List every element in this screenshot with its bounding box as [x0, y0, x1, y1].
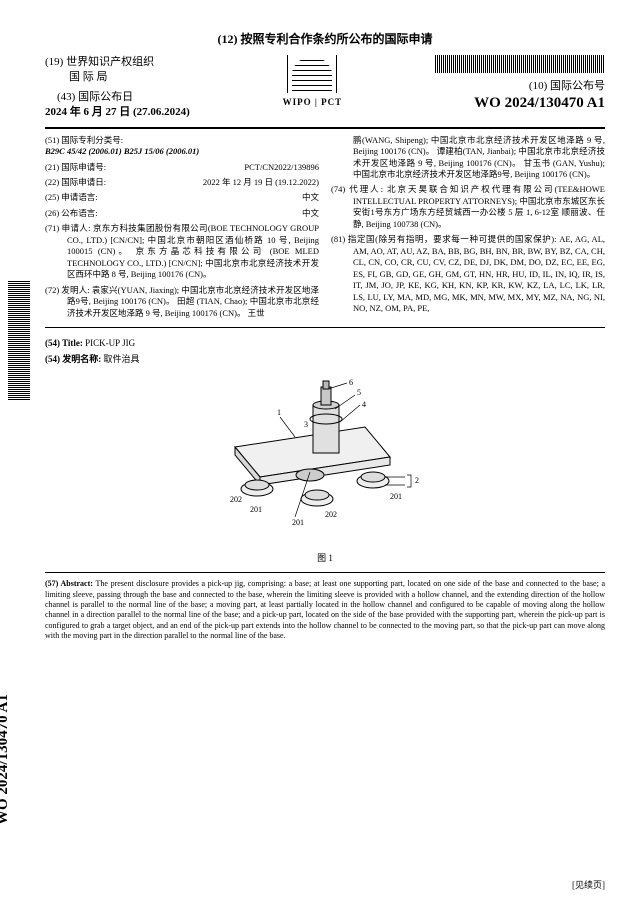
field-21-label: (21) 国际申请号: — [45, 162, 106, 173]
title-en: (54) Title: PICK-UP JIG — [45, 338, 605, 348]
side-publication-number: WO 2024/130470 A1 — [0, 694, 12, 825]
field-51-label: (51) 国际专利分类号: — [45, 135, 123, 145]
figure-caption: 图 1 — [45, 551, 605, 564]
abstract-label: (57) Abstract: — [45, 579, 96, 588]
inventor-continuation: 鹏(WANG, Shipeng); 中国北京市北京经济技术开发区地泽路 9 号,… — [331, 135, 605, 181]
fig-label-5: 5 — [357, 388, 361, 397]
fig-label-1: 1 — [277, 408, 281, 417]
wipo-block: WIPO | PCT — [283, 55, 342, 107]
field-71: (71) 申请人: 京东方科技集团股份有限公司(BOE TECHNOLOGY G… — [45, 223, 319, 280]
wipo-text: WIPO | PCT — [283, 97, 342, 107]
fig-label-202a: 202 — [230, 495, 242, 504]
fig-label-201a: 201 — [250, 505, 262, 514]
org-line1: (19) 世界知识产权组织 — [45, 55, 190, 70]
abstract-text: The present disclosure provides a pick-u… — [45, 579, 605, 640]
title-cn-label: (54) 发明名称: — [45, 354, 104, 364]
barcode-top — [435, 55, 605, 73]
pub-date-label: (43) 国际公布日 — [45, 90, 190, 105]
divider-mid — [45, 327, 605, 328]
field-26: (26) 公布语言: 中文 — [45, 208, 319, 219]
patent-page: (12) 按照专利合作条约所公布的国际申请 (19) 世界知识产权组织 国 际 … — [0, 0, 640, 661]
fig-label-6: 6 — [349, 378, 353, 387]
footer-continuation: [见续页] — [572, 878, 605, 891]
org-line2: 国 际 局 — [45, 70, 190, 85]
field-81-value: AE, AG, AL, AM, AO, AT, AU, AZ, BA, BB, … — [353, 234, 605, 313]
wipo-logo-icon — [287, 55, 337, 93]
right-column: 鹏(WANG, Shipeng); 中国北京市北京经济技术开发区地泽路 9 号,… — [331, 135, 605, 324]
field-74-value: 北京天昊联合知识产权代理有限公司(TEE&HOWE INTELLECTUAL P… — [353, 184, 605, 228]
field-74: (74) 代理人: 北京天昊联合知识产权代理有限公司(TEE&HOWE INTE… — [331, 184, 605, 230]
fig-label-4: 4 — [362, 400, 366, 409]
pub-date-value: 2024 年 6 月 27 日 (27.06.2024) — [45, 105, 190, 120]
title-en-label: (54) Title: — [45, 338, 85, 348]
fig-label-201b: 201 — [390, 492, 402, 501]
divider-bottom — [45, 572, 605, 573]
fig-label-201c: 201 — [292, 518, 304, 527]
fig-label-202b: 202 — [325, 510, 337, 519]
left-column: (51) 国际专利分类号: B29C 45/42 (2006.01) B25J … — [45, 135, 319, 324]
field-81-label: (81) 指定国(除另有指明，要求每一种可提供的国家保护): — [331, 234, 556, 244]
field-21: (21) 国际申请号: PCT/CN2022/139896 — [45, 162, 319, 173]
field-25-value: 中文 — [302, 192, 319, 203]
pub-number-label: (10) 国际公布号 — [435, 77, 605, 93]
figure-drawing: 1 4 5 6 3 201 202 201 202 201 2 — [195, 377, 455, 547]
abstract: (57) Abstract: The present disclosure pr… — [45, 579, 605, 641]
field-71-label: (71) 申请人: — [45, 223, 91, 233]
field-22: (22) 国际申请日: 2022 年 12 月 19 日 (19.12.2022… — [45, 177, 319, 188]
header-right: (10) 国际公布号 WO 2024/130470 A1 — [435, 55, 605, 112]
field-26-label: (26) 公布语言: — [45, 208, 98, 219]
header-left: (19) 世界知识产权组织 国 际 局 (43) 国际公布日 2024 年 6 … — [45, 55, 190, 121]
divider-top — [45, 127, 605, 129]
pub-number: WO 2024/130470 A1 — [435, 95, 605, 112]
fig-label-2: 2 — [415, 476, 419, 485]
main-header: (12) 按照专利合作条约所公布的国际申请 — [45, 30, 605, 47]
field-72: (72) 发明人: 袁家兴(YUAN, Jiaxing); 中国北京市北京经济技… — [45, 285, 319, 319]
field-51: (51) 国际专利分类号: B29C 45/42 (2006.01) B25J … — [45, 135, 319, 158]
fig-label-3: 3 — [304, 420, 308, 429]
field-25: (25) 申请语言: 中文 — [45, 192, 319, 203]
field-22-label: (22) 国际申请日: — [45, 177, 106, 188]
title-cn-value: 取件治具 — [104, 354, 140, 364]
field-21-value: PCT/CN2022/139896 — [244, 162, 319, 173]
field-51-value: B29C 45/42 (2006.01) B25J 15/06 (2006.01… — [45, 146, 199, 156]
field-22-value: 2022 年 12 月 19 日 (19.12.2022) — [203, 177, 319, 188]
header-row: (19) 世界知识产权组织 国 际 局 (43) 国际公布日 2024 年 6 … — [45, 55, 605, 121]
field-72-label: (72) 发明人: — [45, 285, 90, 295]
title-cn: (54) 发明名称: 取件治具 — [45, 352, 605, 365]
field-72-value: 袁家兴(YUAN, Jiaxing); 中国北京市北京经济技术开发区地泽路9号,… — [67, 285, 319, 318]
title-en-value: PICK-UP JIG — [85, 338, 135, 348]
field-26-value: 中文 — [302, 208, 319, 219]
field-25-label: (25) 申请语言: — [45, 192, 98, 203]
title-section: (54) Title: PICK-UP JIG (54) 发明名称: 取件治具 — [45, 338, 605, 365]
field-81: (81) 指定国(除另有指明，要求每一种可提供的国家保护): AE, AG, A… — [331, 234, 605, 314]
figure-area: 1 4 5 6 3 201 202 201 202 201 2 图 1 — [45, 377, 605, 564]
field-71-value: 京东方科技集团股份有限公司(BOE TECHNOLOGY GROUP CO., … — [67, 223, 319, 279]
field-74-label: (74) 代理人: — [331, 184, 383, 194]
bibliographic-columns: (51) 国际专利分类号: B29C 45/42 (2006.01) B25J … — [45, 135, 605, 324]
